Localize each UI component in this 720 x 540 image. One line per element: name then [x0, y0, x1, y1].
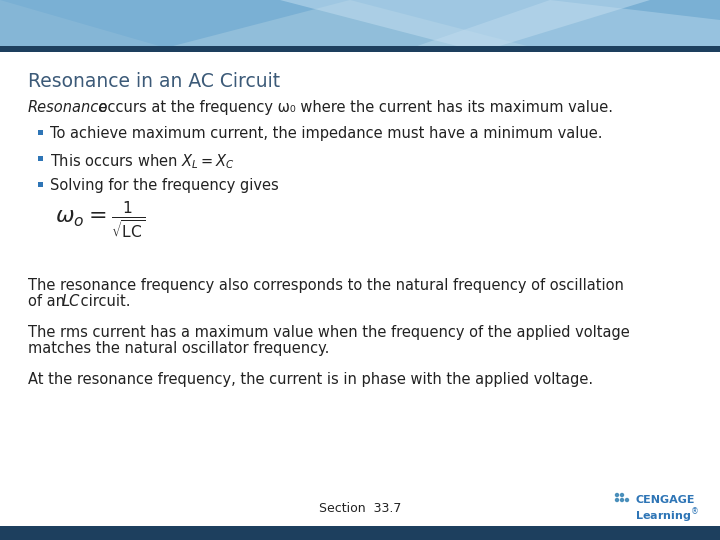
Polygon shape — [0, 0, 180, 52]
Circle shape — [625, 498, 629, 502]
Text: circuit.: circuit. — [76, 294, 130, 309]
Bar — [38, 156, 43, 161]
Text: To achieve maximum current, the impedance must have a minimum value.: To achieve maximum current, the impedanc… — [50, 126, 603, 141]
Text: At the resonance frequency, the current is in phase with the applied voltage.: At the resonance frequency, the current … — [28, 372, 593, 387]
Text: Learning$^\circledR$: Learning$^\circledR$ — [635, 507, 699, 525]
Text: LC: LC — [62, 294, 81, 309]
Bar — [38, 130, 43, 135]
Text: Resonance in an AC Circuit: Resonance in an AC Circuit — [28, 72, 280, 91]
Text: The rms current has a maximum value when the frequency of the applied voltage: The rms current has a maximum value when… — [28, 325, 630, 340]
Text: CENGAGE: CENGAGE — [635, 495, 695, 505]
Bar — [0, 46, 720, 52]
Circle shape — [615, 498, 619, 502]
Text: Solving for the frequency gives: Solving for the frequency gives — [50, 178, 279, 193]
Bar — [0, 0, 720, 52]
Text: $\omega_o = \mathsf{\frac{1}{\sqrt{LC}}}$: $\omega_o = \mathsf{\frac{1}{\sqrt{LC}}}… — [55, 200, 145, 241]
Text: Section  33.7: Section 33.7 — [319, 502, 401, 515]
Text: The resonance frequency also corresponds to the natural frequency of oscillation: The resonance frequency also corresponds… — [28, 278, 624, 293]
Text: Resonance: Resonance — [28, 100, 108, 115]
Bar — [0, 52, 720, 526]
Circle shape — [620, 498, 624, 502]
Circle shape — [620, 493, 624, 497]
Bar — [38, 182, 43, 187]
Text: occurs at the frequency ω₀ where the current has its maximum value.: occurs at the frequency ω₀ where the cur… — [94, 100, 613, 115]
Polygon shape — [400, 0, 720, 52]
Text: matches the natural oscillator frequency.: matches the natural oscillator frequency… — [28, 341, 329, 356]
Text: This occurs when $X_L = X_C$: This occurs when $X_L = X_C$ — [50, 152, 235, 171]
Bar — [0, 526, 720, 540]
Polygon shape — [150, 0, 550, 52]
Polygon shape — [280, 0, 650, 52]
Circle shape — [615, 493, 619, 497]
Text: of an: of an — [28, 294, 70, 309]
